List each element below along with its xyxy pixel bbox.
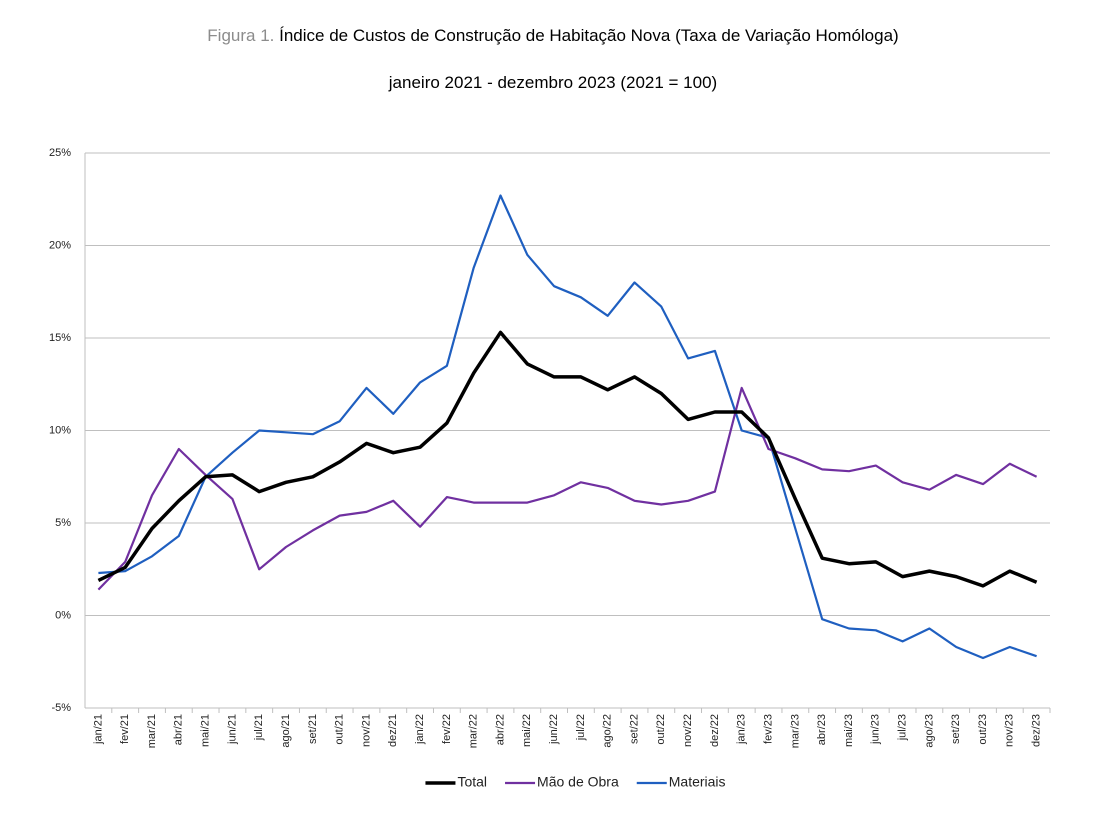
y-tick-label: 25% — [49, 147, 71, 159]
x-tick-label: set/21 — [307, 714, 319, 744]
series-line — [97, 330, 1038, 588]
x-tick-label: dez/21 — [387, 714, 399, 747]
x-tick-label: jan/21 — [92, 714, 104, 745]
x-tick-label: jul/21 — [253, 714, 265, 741]
x-tick-label: jul/23 — [896, 714, 908, 741]
x-tick-label: abr/21 — [173, 714, 185, 745]
y-tick-label: 20% — [49, 239, 71, 251]
x-tick-label: fev/22 — [441, 714, 453, 744]
title-prefix: Figura 1. — [207, 26, 275, 45]
x-tick-label: jun/23 — [870, 714, 882, 745]
series-line — [98, 194, 1037, 660]
y-tick-label: 15% — [49, 332, 71, 344]
x-tick-label: jun/22 — [548, 714, 560, 745]
legend-label: Total — [457, 774, 487, 790]
title-row: Figura 1. Índice de Custos de Construção… — [0, 26, 1106, 46]
x-tick-label: set/23 — [950, 714, 962, 744]
y-tick-label: -5% — [51, 702, 71, 714]
header: Figura 1. Índice de Custos de Construção… — [0, 26, 1106, 93]
x-tick-label: out/21 — [334, 714, 346, 745]
legend-label: Materiais — [669, 774, 726, 790]
x-tick-label: ago/22 — [602, 714, 614, 748]
x-tick-label: mai/21 — [200, 714, 212, 747]
x-tick-label: ago/21 — [280, 714, 292, 748]
x-tick-label: ago/23 — [923, 714, 935, 748]
x-tick-label: set/22 — [628, 714, 640, 744]
x-tick-label: dez/22 — [709, 714, 721, 747]
x-tick-label: mai/22 — [521, 714, 533, 747]
x-tick-label: fev/23 — [762, 714, 774, 744]
y-tick-label: 10% — [49, 424, 71, 436]
x-tick-label: jan/22 — [414, 714, 426, 745]
x-tick-label: mar/22 — [468, 714, 480, 748]
x-tick-label: nov/22 — [682, 714, 694, 747]
x-tick-label: out/22 — [655, 714, 667, 745]
chart-title: Índice de Custos de Construção de Habita… — [279, 26, 899, 45]
legend-label: Mão de Obra — [537, 774, 619, 790]
x-tick-label: jun/21 — [226, 714, 238, 745]
x-tick-label: jul/22 — [575, 714, 587, 741]
x-tick-label: mar/23 — [789, 714, 801, 748]
series-line — [97, 386, 1038, 591]
x-tick-label: dez/23 — [1031, 714, 1043, 747]
x-tick-label: nov/23 — [1004, 714, 1016, 747]
x-tick-label: mar/21 — [146, 714, 158, 748]
y-tick-label: 5% — [55, 517, 71, 529]
legend: Total Mão de Obra Materiais — [425, 774, 726, 790]
x-tick-label: nov/21 — [360, 714, 372, 747]
x-tick-label: mai/23 — [843, 714, 855, 747]
x-tick-label: out/23 — [977, 714, 989, 745]
chart-subtitle: janeiro 2021 - dezembro 2023 (2021 = 100… — [388, 73, 718, 92]
x-tick-label: abr/23 — [816, 714, 828, 745]
x-tick-label: abr/22 — [494, 714, 506, 745]
y-tick-label: 0% — [55, 609, 71, 621]
x-tick-label: jan/23 — [736, 714, 748, 745]
x-tick-label: fev/21 — [119, 714, 131, 744]
